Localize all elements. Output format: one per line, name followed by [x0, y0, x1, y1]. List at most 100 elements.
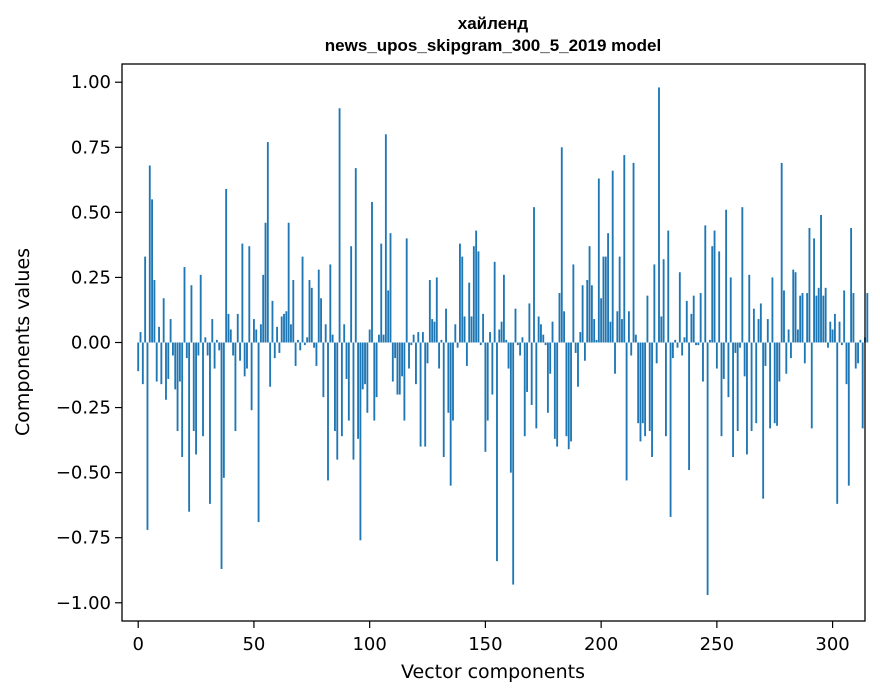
bar-161 [509, 342, 512, 473]
bar-20 [183, 267, 186, 343]
bar-122 [419, 342, 422, 447]
bar-273 [769, 342, 772, 429]
bar-243 [699, 293, 702, 343]
bar-49 [250, 342, 253, 411]
bar-164 [516, 342, 519, 346]
bar-277 [778, 342, 781, 382]
bar-46 [243, 342, 246, 377]
bar-7 [153, 280, 156, 343]
bar-244 [702, 342, 704, 382]
bar-157 [500, 321, 503, 343]
bar-176 [544, 342, 547, 346]
bar-208 [618, 256, 621, 343]
bar-97 [361, 342, 364, 390]
bar-23 [190, 285, 193, 343]
y-tick-label: 1.00 [71, 72, 111, 93]
bar-50 [253, 319, 255, 343]
bar-78 [317, 269, 320, 343]
bar-86 [336, 342, 339, 460]
bar-32 [211, 319, 214, 343]
bar-252 [720, 342, 723, 437]
bar-26 [197, 342, 200, 356]
bar-52 [257, 342, 260, 523]
bar-292 [813, 238, 815, 343]
bar-256 [729, 277, 732, 343]
bar-27 [199, 274, 202, 343]
bar-29 [204, 337, 207, 343]
bar-16 [174, 342, 177, 390]
bar-144 [470, 316, 473, 343]
bar-117 [408, 342, 410, 369]
bar-272 [766, 319, 769, 343]
bar-233 [676, 342, 679, 348]
bar-295 [820, 214, 822, 343]
bar-152 [489, 332, 491, 343]
bar-135 [449, 342, 452, 486]
bar-108 [387, 290, 390, 343]
bar-230 [669, 342, 672, 517]
bar-113 [398, 342, 401, 395]
bar-11 [162, 298, 165, 343]
x-tick-label: 100 [352, 634, 386, 655]
bar-276 [776, 342, 778, 426]
bar-156 [498, 329, 501, 343]
bar-162 [512, 342, 515, 585]
bar-95 [357, 342, 360, 439]
bar-240 [692, 295, 695, 343]
bar-206 [614, 342, 616, 374]
bar-140 [461, 256, 464, 343]
bar-154 [493, 261, 496, 343]
bar-34 [215, 339, 218, 343]
bar-30 [206, 342, 209, 356]
bar-109 [389, 233, 392, 343]
bar-107 [384, 134, 387, 343]
bar-269 [759, 303, 762, 343]
bar-100 [368, 329, 371, 343]
bar-150 [484, 342, 487, 452]
x-tick-label: 150 [468, 634, 502, 655]
bar-15 [172, 342, 174, 356]
bar-60 [276, 326, 279, 343]
bar-205 [611, 170, 614, 343]
bar-121 [417, 332, 420, 343]
y-tick-label: −0.50 [56, 463, 111, 484]
bar-19 [181, 342, 184, 458]
bar-193 [584, 342, 586, 361]
bar-278 [780, 162, 783, 343]
bar-147 [477, 251, 480, 343]
y-axis-ticks: 1.00 0.75 0.50 0.25 0.00 −0.25 −0.50 −0.75 −1.00 [56, 72, 122, 614]
bar-14 [169, 319, 172, 343]
bar-142 [465, 342, 468, 366]
bar-65 [287, 222, 290, 343]
bar-54 [262, 274, 265, 343]
bar-210 [623, 155, 626, 343]
bar-207 [616, 311, 619, 343]
bar-238 [688, 342, 691, 471]
bar-81 [324, 324, 327, 343]
bar-236 [683, 337, 686, 343]
bar-225 [658, 87, 660, 343]
bar-308 [850, 227, 853, 343]
bar-48 [248, 246, 251, 343]
bar-311 [857, 342, 859, 364]
bar-158 [502, 274, 505, 343]
bar-18 [178, 342, 181, 382]
bar-226 [660, 316, 663, 343]
bar-143 [468, 282, 471, 343]
bar-177 [546, 342, 549, 413]
bar-222 [651, 342, 653, 458]
bar-199 [597, 178, 600, 343]
bar-64 [285, 311, 288, 343]
bar-17 [176, 342, 179, 431]
bar-146 [475, 230, 478, 343]
bar-37 [222, 342, 225, 478]
bar-262 [743, 342, 746, 377]
x-tick-label: 50 [242, 634, 265, 655]
bar-36 [220, 342, 223, 569]
bar-275 [773, 342, 776, 424]
bar-149 [482, 313, 485, 343]
bar-82 [327, 342, 329, 481]
bar-126 [428, 280, 431, 343]
bar-133 [445, 308, 447, 343]
bar-1 [139, 332, 142, 343]
